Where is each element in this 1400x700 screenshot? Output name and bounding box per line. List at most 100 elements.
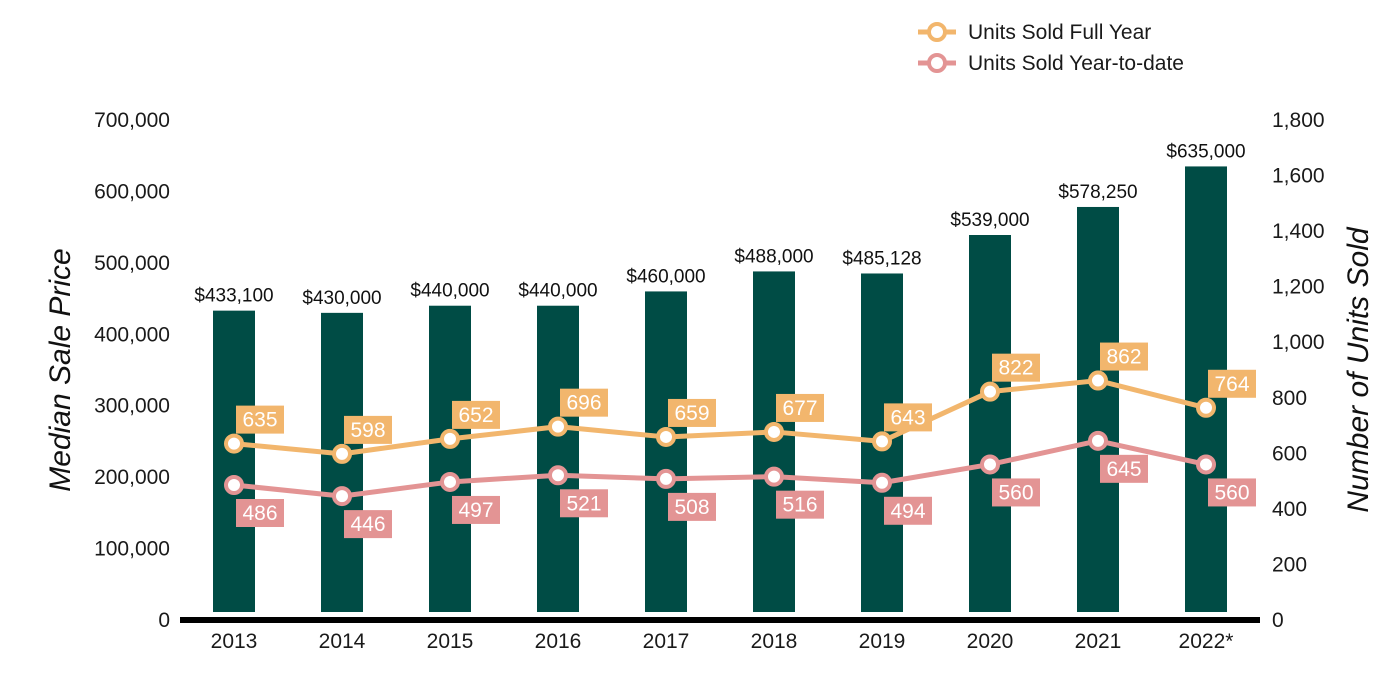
series-2-label-box	[1100, 454, 1148, 483]
series-1-point	[224, 433, 244, 454]
x-tick-label: 2015	[427, 630, 474, 653]
series-1-value-label: 822	[998, 357, 1033, 380]
series-1-value-label: 677	[782, 397, 817, 420]
series-1-point	[764, 421, 784, 442]
series-2-value-label: 486	[242, 502, 277, 525]
lines-layer	[224, 370, 1216, 507]
series-2-label-box	[668, 492, 716, 521]
x-tick-label: 2022*	[1179, 630, 1234, 653]
series-1-label-box	[1208, 369, 1256, 398]
series-2-value-label: 521	[566, 492, 601, 515]
y-axis-ticks: 0 100,000 200,000 300,000 400,000 500,000 600,…	[94, 109, 170, 632]
legend: Units Sold Full Year Units Sold Year-to-d…	[918, 21, 1184, 75]
series-line-1	[233, 378, 1207, 457]
bar-value-label: $539,000	[950, 210, 1029, 231]
bar-value-label: $440,000	[410, 281, 489, 302]
bar-2017	[645, 291, 687, 612]
series-1-label-box	[236, 405, 284, 434]
labels-layer: $433,100 $430,000 $440,000 $440,000 $460,000…	[194, 141, 1256, 539]
bar-2016	[537, 305, 579, 612]
series-1-value-label: 598	[350, 419, 385, 442]
bar-2020	[969, 235, 1011, 612]
y2-tick-label: 1,200	[1272, 276, 1325, 299]
y2-axis-title: Number of Units Sold	[1342, 226, 1375, 512]
y2-tick-label: 600	[1272, 442, 1307, 465]
series-2-value-label: 516	[782, 494, 817, 517]
y-tick-label: 300,000	[94, 395, 170, 418]
y-tick-label: 600,000	[94, 180, 170, 203]
series-2-value-label: 560	[998, 481, 1033, 504]
legend-item-label: Units Sold Full Year	[968, 21, 1151, 44]
bars-layer	[213, 166, 1227, 612]
series-1-label-box	[344, 415, 392, 444]
series-2-value-label: 645	[1106, 458, 1141, 481]
series-2-point	[548, 465, 568, 486]
series-1-point	[548, 416, 568, 437]
series-1-value-label: 696	[566, 392, 601, 415]
series-1-value-label: 659	[674, 402, 709, 425]
series-2-point	[980, 454, 1000, 475]
series-1-value-label: 652	[458, 404, 493, 427]
series-1-label-box	[776, 393, 824, 422]
y2-tick-label: 400	[1272, 498, 1307, 521]
series-1-label-box	[560, 388, 608, 417]
y-tick-label: 400,000	[94, 323, 170, 346]
series-1-point	[332, 443, 352, 464]
bar-value-label: $485,128	[842, 248, 921, 269]
legend-item-label: Units Sold Year-to-date	[968, 52, 1184, 75]
y2-tick-label: 1,000	[1272, 331, 1325, 354]
series-2-label-box	[884, 496, 932, 525]
bar-value-label: $460,000	[626, 266, 705, 287]
y2-tick-label: 0	[1272, 609, 1284, 632]
series-2-label-box	[992, 478, 1040, 507]
x-tick-label: 2016	[535, 630, 582, 653]
series-1-value-label: 862	[1106, 346, 1141, 369]
series-1-label-box	[452, 400, 500, 429]
y2-tick-label: 1,600	[1272, 165, 1325, 188]
y2-tick-label: 1,400	[1272, 220, 1325, 243]
series-1-point	[1196, 397, 1216, 418]
series-2-point	[224, 475, 244, 495]
bar-2013	[213, 310, 255, 612]
x-tick-label: 2021	[1075, 630, 1122, 653]
y-axis-title: Median Sale Price	[44, 248, 77, 491]
y2-tick-label: 800	[1272, 387, 1307, 410]
series-2-point	[872, 472, 892, 493]
y2-tick-label: 1,800	[1272, 109, 1325, 132]
y2-axis-ticks: 0 200 400 600 800 1,000 1,200 1,400 1,600 1,800	[1272, 109, 1325, 632]
series-2-label-box	[344, 510, 392, 539]
series-2-value-label: 560	[1214, 481, 1249, 504]
bar-value-label: $440,000	[518, 281, 597, 302]
series-2-point	[656, 468, 676, 489]
series-1-point	[1088, 370, 1108, 391]
bar-2021	[1077, 206, 1119, 612]
y2-tick-label: 200	[1272, 553, 1307, 576]
bar-value-label: $430,000	[302, 288, 381, 309]
x-tick-label: 2013	[211, 630, 258, 653]
series-1-label-box	[992, 353, 1040, 382]
series-1-label-box	[1100, 342, 1148, 371]
series-1-value-label: 635	[242, 409, 277, 432]
series-1-value-label: 643	[890, 406, 925, 429]
bar-value-label: $433,100	[194, 286, 273, 307]
series-2-value-label: 497	[458, 499, 493, 522]
legend-swatch-marker	[927, 53, 947, 73]
series-2-value-label: 508	[674, 496, 709, 519]
x-tick-label: 2019	[859, 630, 906, 653]
series-2-value-label: 494	[890, 500, 925, 523]
series-1-label-box	[668, 398, 716, 427]
series-2-label-box	[776, 490, 824, 519]
series-2-label-box	[560, 489, 608, 518]
y-tick-label: 500,000	[94, 252, 170, 275]
series-1-point	[980, 381, 1000, 402]
series-2-point	[1088, 430, 1108, 451]
bar-2015	[429, 305, 471, 612]
series-2-label-box	[452, 495, 500, 524]
series-1-label-box	[884, 403, 932, 432]
y-tick-label: 100,000	[94, 538, 170, 561]
x-axis-ticks: 2013 2014 2015 2016 2017 2018 2019 2020 2021 2022…	[211, 630, 1234, 653]
x-tick-label: 2014	[319, 630, 366, 653]
series-2-point	[440, 471, 460, 492]
bar-value-label: $578,250	[1058, 182, 1137, 203]
